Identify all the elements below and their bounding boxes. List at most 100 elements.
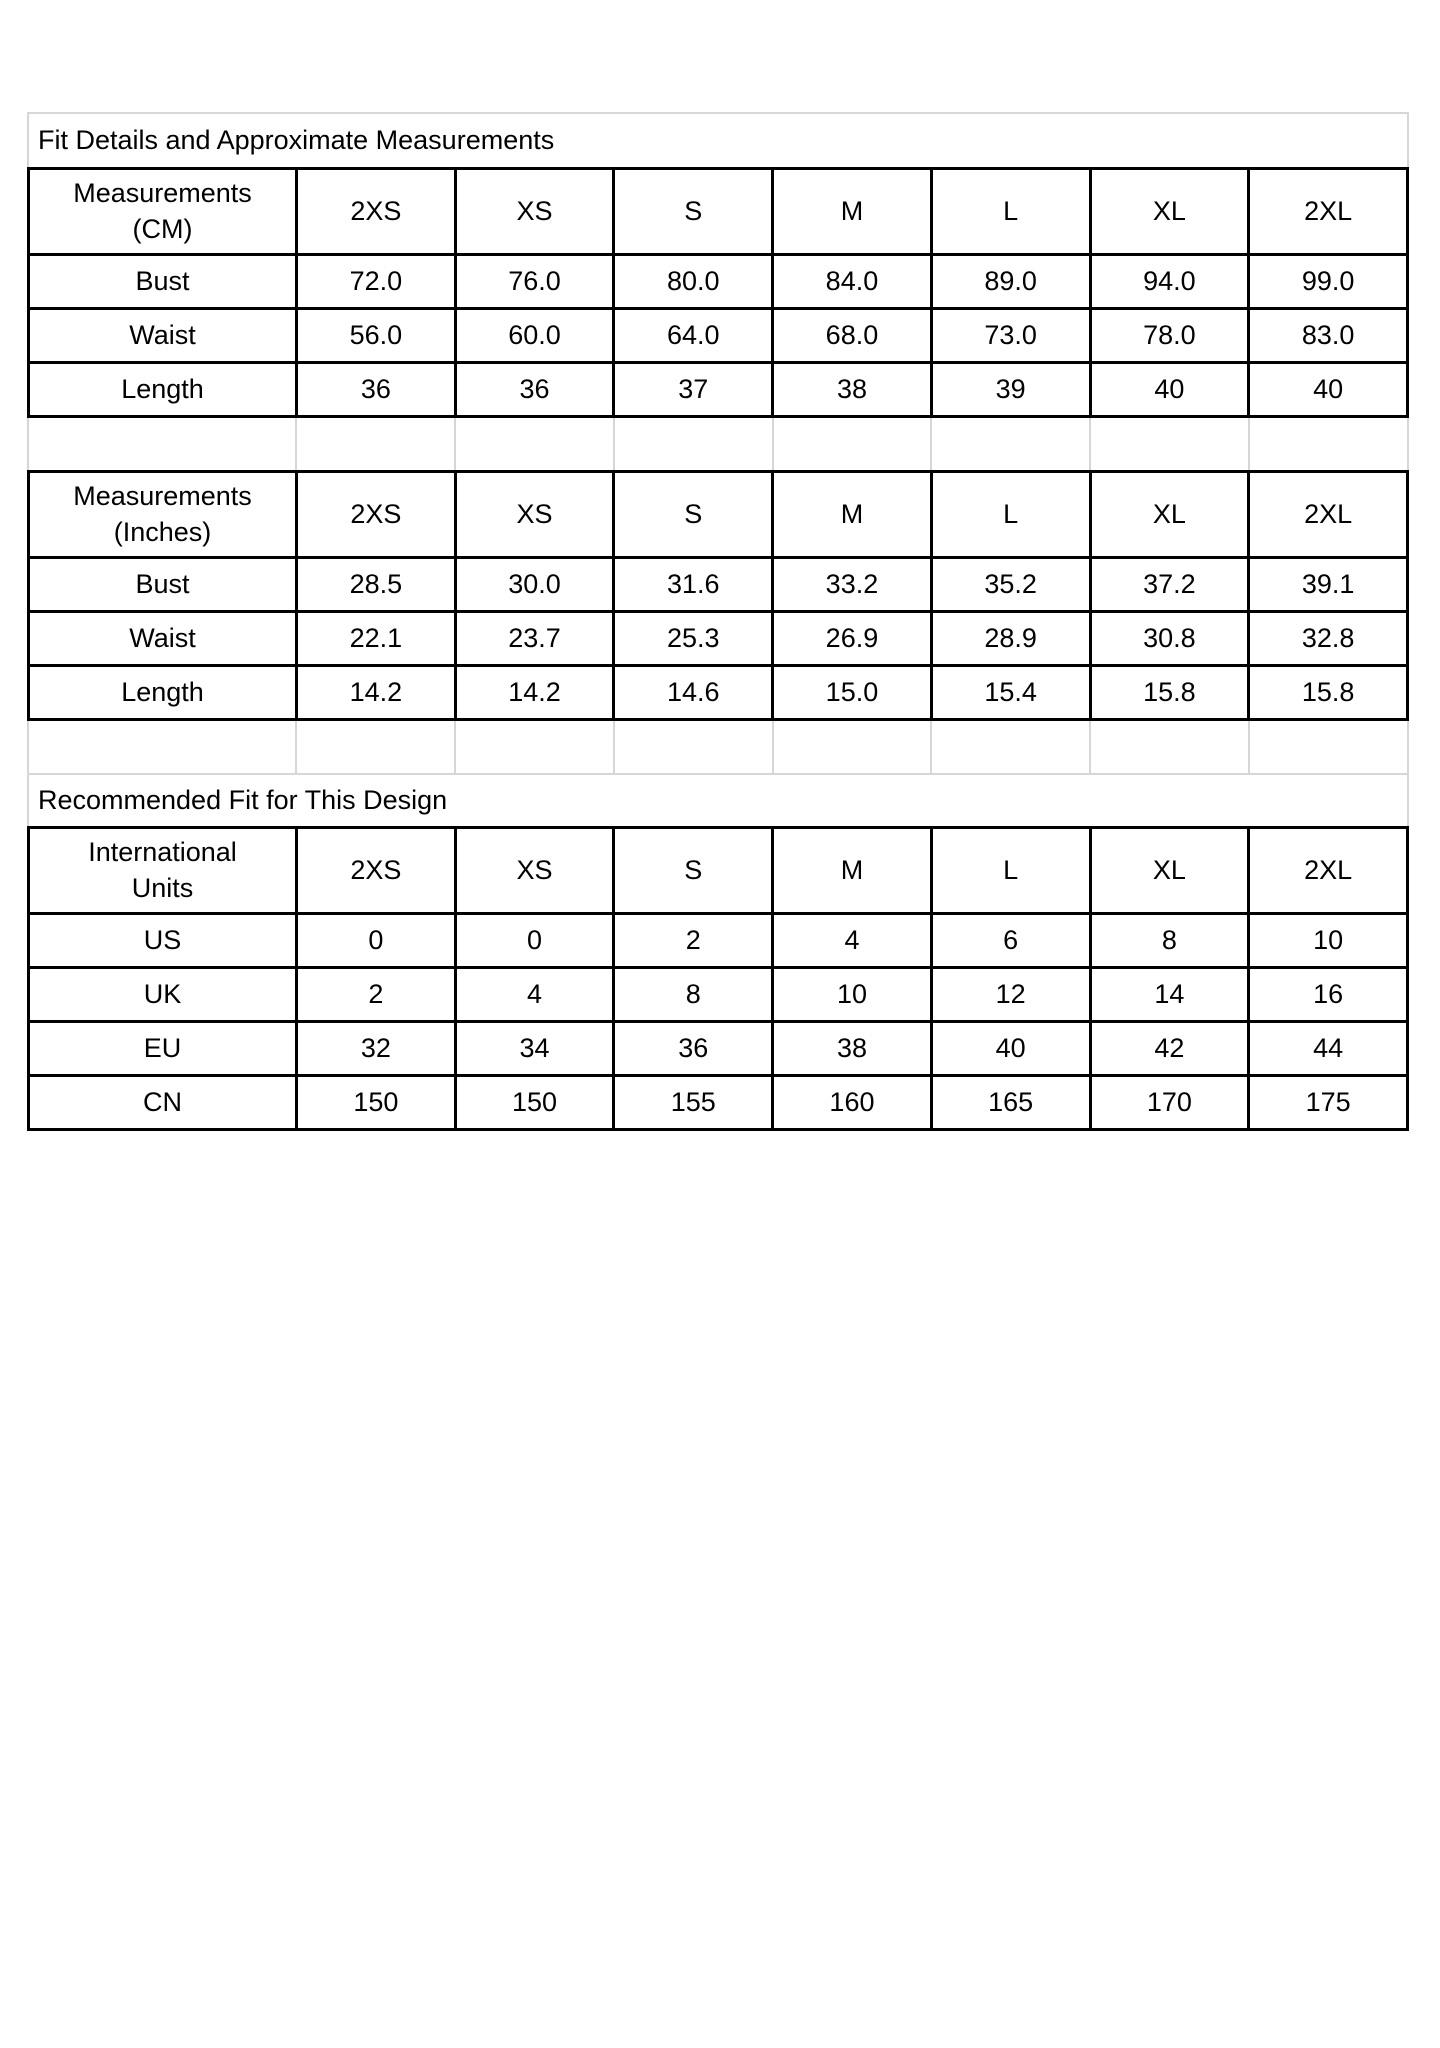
section-title-text: Fit Details and Approximate Measurements xyxy=(38,124,555,155)
section-title-text: Recommended Fit for This Design xyxy=(38,784,448,815)
spacer-cell xyxy=(1089,418,1251,470)
cell-value: 31.6 xyxy=(612,556,775,613)
spacer-cell xyxy=(612,721,774,773)
col-header-size: 2XS xyxy=(295,167,457,256)
corner-header-international: International Units xyxy=(27,826,298,915)
row-label: US xyxy=(27,912,298,969)
cell-value: 10 xyxy=(771,966,933,1023)
cell-value: 150 xyxy=(295,1074,457,1131)
section-title-recommended-fit: Recommended Fit for This Design xyxy=(27,773,1409,826)
cell-value: 14.6 xyxy=(612,664,775,721)
cell-value: 8 xyxy=(1088,912,1251,969)
spacer-cell xyxy=(771,721,933,773)
cell-value: 4 xyxy=(453,966,616,1023)
row-label: Bust xyxy=(27,253,298,310)
col-header-size: XS xyxy=(453,167,616,256)
cell-value: 26.9 xyxy=(771,610,933,667)
col-header-size: 2XL xyxy=(1247,470,1409,559)
cell-value: 60.0 xyxy=(453,307,616,364)
table-row-us: US 0 0 2 4 6 8 10 xyxy=(27,912,1409,969)
cell-value: 15.8 xyxy=(1247,664,1409,721)
cell-value: 12 xyxy=(929,966,1092,1023)
cell-value: 38 xyxy=(771,1020,933,1077)
cell-value: 35.2 xyxy=(929,556,1092,613)
spacer-cell xyxy=(295,418,456,470)
corner-line1: International xyxy=(88,837,237,868)
table-row-waist: Waist 56.0 60.0 64.0 68.0 73.0 78.0 83.0 xyxy=(27,307,1409,364)
cell-value: 170 xyxy=(1088,1074,1251,1131)
cell-value: 150 xyxy=(453,1074,616,1131)
cell-value: 30.8 xyxy=(1088,610,1251,667)
table-row-uk: UK 2 4 8 10 12 14 16 xyxy=(27,966,1409,1023)
cell-value: 15.0 xyxy=(771,664,933,721)
corner-line2: (Inches) xyxy=(113,516,212,547)
row-label: UK xyxy=(27,966,298,1023)
corner-header-cm: Measurements (CM) xyxy=(27,167,298,256)
cell-value: 64.0 xyxy=(612,307,775,364)
row-label: Bust xyxy=(27,556,298,613)
col-header-size: L xyxy=(929,826,1092,915)
table-header-row: Measurements (Inches) 2XS XS S M L XL 2X… xyxy=(27,470,1409,559)
cell-value: 78.0 xyxy=(1088,307,1251,364)
table-row-bust: Bust 28.5 30.0 31.6 33.2 35.2 37.2 39.1 xyxy=(27,556,1409,613)
spacer-cell xyxy=(771,418,933,470)
spacer-cell xyxy=(27,418,297,470)
cell-value: 37.2 xyxy=(1088,556,1251,613)
spacer-row xyxy=(27,721,1409,773)
col-header-size: L xyxy=(929,470,1092,559)
cell-value: 33.2 xyxy=(771,556,933,613)
cell-value: 155 xyxy=(612,1074,775,1131)
col-header-size: XL xyxy=(1088,470,1251,559)
spacer-cell xyxy=(612,418,774,470)
table-row-waist: Waist 22.1 23.7 25.3 26.9 28.9 30.8 32.8 xyxy=(27,610,1409,667)
spacer-row xyxy=(27,418,1409,470)
col-header-size: S xyxy=(612,470,775,559)
table-row-length: Length 36 36 37 38 39 40 40 xyxy=(27,361,1409,418)
col-header-size: 2XL xyxy=(1247,826,1409,915)
cell-value: 28.5 xyxy=(295,556,457,613)
cell-value: 14 xyxy=(1088,966,1251,1023)
cell-value: 10 xyxy=(1247,912,1409,969)
spacer-cell xyxy=(930,418,1092,470)
cell-value: 44 xyxy=(1247,1020,1409,1077)
spacer-cell xyxy=(1248,721,1409,773)
cell-value: 56.0 xyxy=(295,307,457,364)
measurements-cm-table: Measurements (CM) 2XS XS S M L XL 2XL Bu… xyxy=(27,167,1409,418)
table-row-length: Length 14.2 14.2 14.6 15.0 15.4 15.8 15.… xyxy=(27,664,1409,721)
table-row-cn: CN 150 150 155 160 165 170 175 xyxy=(27,1074,1409,1131)
col-header-size: XS xyxy=(453,826,616,915)
cell-value: 16 xyxy=(1247,966,1409,1023)
cell-value: 40 xyxy=(1247,361,1409,418)
corner-line2: (CM) xyxy=(132,213,193,244)
cell-value: 32.8 xyxy=(1247,610,1409,667)
cell-value: 0 xyxy=(453,912,616,969)
cell-value: 32 xyxy=(295,1020,457,1077)
cell-value: 15.8 xyxy=(1088,664,1251,721)
cell-value: 36 xyxy=(295,361,457,418)
cell-value: 15.4 xyxy=(929,664,1092,721)
table-header-row: International Units 2XS XS S M L XL 2XL xyxy=(27,826,1409,915)
cell-value: 165 xyxy=(929,1074,1092,1131)
cell-value: 36 xyxy=(612,1020,775,1077)
cell-value: 6 xyxy=(929,912,1092,969)
col-header-size: 2XS xyxy=(295,826,457,915)
corner-line2: Units xyxy=(131,872,194,903)
cell-value: 2 xyxy=(612,912,775,969)
cell-value: 14.2 xyxy=(295,664,457,721)
cell-value: 80.0 xyxy=(612,253,775,310)
cell-value: 14.2 xyxy=(453,664,616,721)
col-header-size: 2XS xyxy=(295,470,457,559)
size-chart-sheet: Fit Details and Approximate Measurements… xyxy=(27,112,1409,1131)
cell-value: 8 xyxy=(612,966,775,1023)
row-label: Length xyxy=(27,664,298,721)
section-title-fit-details: Fit Details and Approximate Measurements xyxy=(27,112,1409,167)
col-header-size: 2XL xyxy=(1247,167,1409,256)
cell-value: 89.0 xyxy=(929,253,1092,310)
row-label: Length xyxy=(27,361,298,418)
spacer-cell xyxy=(1089,721,1251,773)
col-header-size: S xyxy=(612,167,775,256)
cell-value: 4 xyxy=(771,912,933,969)
spacer-cell xyxy=(453,721,615,773)
cell-value: 99.0 xyxy=(1247,253,1409,310)
international-fit-table: International Units 2XS XS S M L XL 2XL … xyxy=(27,826,1409,1131)
